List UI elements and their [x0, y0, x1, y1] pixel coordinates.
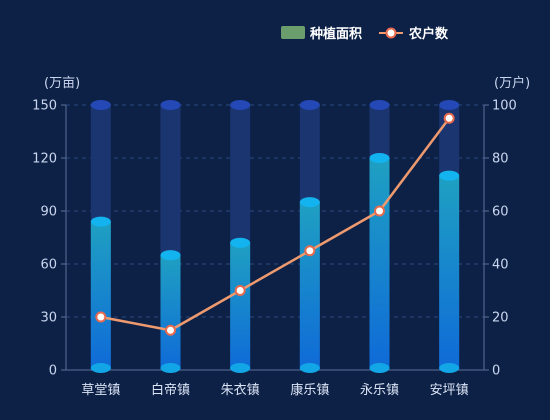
y-left-tick-label: 120 [32, 152, 57, 167]
x-category-label: 安坪镇 [430, 383, 469, 398]
x-category-label: 朱衣镇 [221, 382, 260, 398]
axes [61, 104, 489, 371]
bar-group[interactable] [160, 100, 181, 373]
bar-base [439, 363, 460, 373]
bar-cap [299, 197, 320, 208]
y-right-tick-label: 100 [492, 99, 517, 114]
bar[interactable] [90, 221, 111, 370]
y-right-tick-label: 60 [492, 205, 509, 220]
bar-track-cap [160, 100, 181, 110]
bar-group[interactable] [90, 100, 111, 373]
bar-series [90, 100, 460, 373]
x-category-label: 草堂镇 [81, 383, 120, 398]
y-left-tick-label: 150 [32, 99, 57, 114]
line-point[interactable] [374, 205, 385, 217]
y-left-tick-label: 90 [40, 205, 57, 220]
bar-group[interactable] [299, 100, 320, 373]
y-left-tick-label: 30 [40, 311, 57, 326]
bar-cap [230, 237, 251, 248]
y-right-unit: (万户) [494, 75, 530, 91]
line-point[interactable] [304, 245, 316, 257]
bar[interactable] [369, 158, 390, 370]
grid-lines [66, 104, 484, 318]
line-point[interactable] [95, 311, 107, 323]
bar-group[interactable] [439, 100, 460, 373]
x-category-label: 康乐镇 [290, 382, 329, 398]
legend-bar-label[interactable]: 种植面积 [309, 26, 362, 42]
y-left-tick-label: 0 [49, 364, 57, 379]
bar-cap [439, 170, 460, 181]
legend-line-marker[interactable] [385, 27, 397, 39]
y-left-tick-label: 60 [40, 258, 57, 273]
bar[interactable] [299, 202, 320, 370]
bar-cap [160, 250, 181, 261]
bar[interactable] [160, 255, 181, 370]
line-point[interactable] [443, 112, 455, 124]
line-point[interactable] [165, 324, 176, 336]
bar-cap [90, 216, 111, 227]
bar-base [369, 363, 390, 373]
legend: 种植面积 农户数 [281, 26, 449, 42]
axis-labels: 0 30 60 90 120 150 0 20 40 60 80 100 草堂镇 白帝镇 朱衣镇 康乐镇 永乐镇… [32, 99, 517, 399]
bar-track-cap [90, 100, 111, 110]
y-right-tick-label: 20 [492, 311, 509, 326]
line-series [95, 112, 455, 336]
bar-group[interactable] [230, 100, 251, 373]
bar-base [299, 363, 320, 373]
x-category-label: 永乐镇 [360, 383, 399, 398]
line-path [100, 117, 451, 332]
y-right-tick-label: 40 [492, 258, 509, 273]
bar-base [230, 363, 251, 373]
line-point[interactable] [234, 285, 246, 296]
legend-line-label[interactable]: 农户数 [408, 26, 449, 42]
bar-track-cap [439, 100, 460, 110]
bar-base [160, 363, 181, 373]
bar[interactable] [439, 175, 460, 370]
bar-group[interactable] [369, 100, 390, 373]
legend-bar-swatch[interactable] [281, 26, 305, 39]
x-category-label: 白帝镇 [151, 382, 190, 398]
bar-track-cap [230, 100, 251, 110]
bar[interactable] [230, 242, 251, 370]
y-left-unit: (万亩) [44, 75, 80, 91]
y-right-tick-label: 0 [492, 364, 500, 379]
y-right-tick-label: 80 [492, 152, 509, 167]
bar-track-cap [299, 100, 320, 110]
bar-base [90, 363, 111, 373]
bar-cap [369, 153, 390, 163]
bar-track-cap [369, 100, 390, 110]
